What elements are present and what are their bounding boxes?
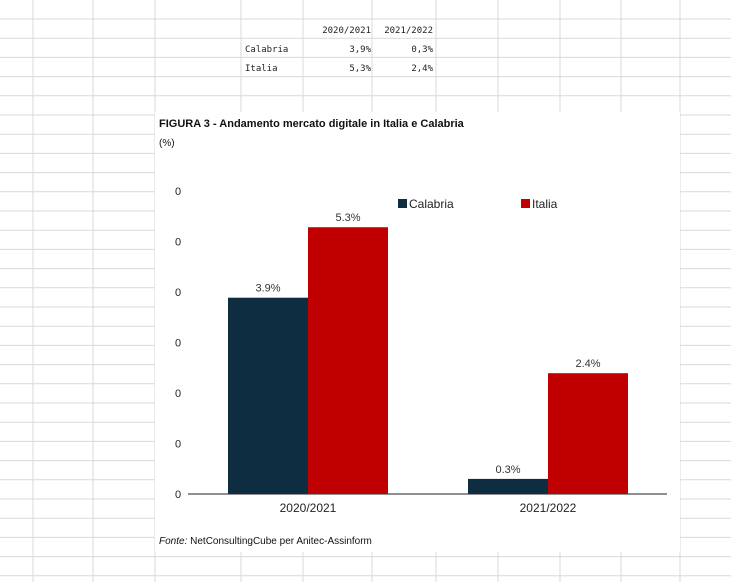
x-tick-label: 2020/2021 [280, 501, 337, 515]
bar-calabria [468, 478, 548, 494]
table-header-cell[interactable]: 2021/2022 [384, 25, 433, 36]
data-label: 5.3% [335, 212, 360, 224]
bar-italia [548, 373, 628, 494]
table-row-label[interactable]: Italia [245, 63, 278, 74]
table-header-row: 2020/2021 2021/2022 [241, 21, 437, 40]
table-row: Italia 5,3% 2,4% [241, 59, 437, 78]
chart-card[interactable]: FIGURA 3 - Andamento mercato digitale in… [155, 112, 680, 552]
data-label: 2.4% [575, 358, 600, 370]
source-label: Fonte: [159, 536, 188, 547]
y-tick-label: 0 [175, 237, 181, 249]
source-text: NetConsultingCube per Anitec-Assinform [187, 536, 372, 547]
y-tick-label: 0 [175, 287, 181, 299]
legend-label: Calabria [409, 197, 454, 211]
data-label: 3.9% [255, 283, 280, 295]
chart-source: Fonte: NetConsultingCube per Anitec-Assi… [159, 536, 372, 547]
table-row: Calabria 3,9% 0,3% [241, 40, 437, 59]
legend-label: Italia [532, 197, 558, 211]
table-cell[interactable]: 2,4% [411, 63, 433, 74]
table-cell[interactable]: 0,3% [411, 44, 433, 55]
table-header-cell[interactable]: 2020/2021 [322, 25, 371, 36]
chart-unit-label: (%) [159, 138, 175, 149]
table-row-label[interactable]: Calabria [245, 44, 289, 55]
y-tick-label: 0 [175, 338, 181, 350]
chart-title: FIGURA 3 - Andamento mercato digitale in… [159, 118, 464, 130]
y-tick-label: 0 [175, 439, 181, 451]
x-tick-label: 2021/2022 [520, 501, 577, 515]
y-tick-label: 0 [175, 186, 181, 198]
y-tick-label: 0 [175, 388, 181, 400]
legend-swatch [521, 199, 530, 208]
data-label: 0.3% [495, 464, 520, 476]
table-cell[interactable]: 3,9% [349, 44, 371, 55]
bar-italia [308, 227, 388, 494]
source-data-table: 2020/2021 2021/2022 Calabria 3,9% 0,3% I… [241, 21, 437, 78]
bar-calabria [228, 297, 308, 494]
table-cell[interactable]: 5,3% [349, 63, 371, 74]
bar-chart: 0 0 0 0 0 0 0 3.9% 5.3% 2020/2021 0.3% 2.4% 2021/202… [175, 186, 667, 515]
legend-swatch [398, 199, 407, 208]
table-corner-cell[interactable] [241, 21, 305, 40]
y-tick-label: 0 [175, 489, 181, 501]
